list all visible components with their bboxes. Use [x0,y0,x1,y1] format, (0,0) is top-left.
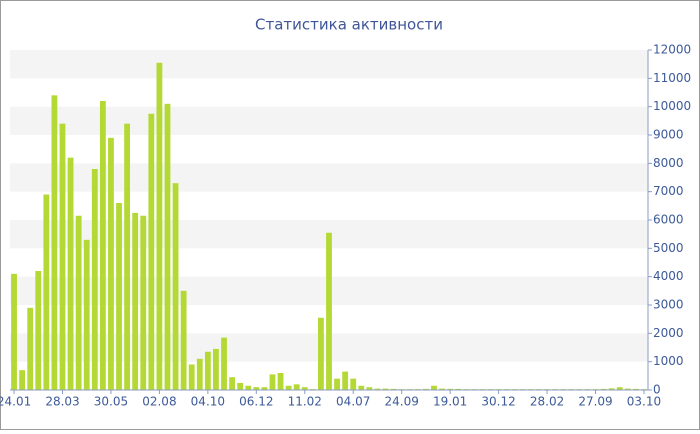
bar [301,387,308,390]
bar [350,378,357,390]
bar [342,371,349,390]
bar [277,373,284,390]
grid-band [10,106,648,135]
bar [59,123,66,391]
bar [124,123,131,391]
y-tick-label: 3000 [653,298,684,312]
y-tick-label: 12000 [653,43,691,57]
bar [19,370,26,390]
y-tick-label: 11000 [653,71,691,85]
bar [116,203,122,390]
x-tick-label: 11.02 [288,395,322,409]
bar [67,157,74,390]
x-tick-label: 28.02 [530,395,564,409]
bar [172,183,179,390]
bar [293,384,300,390]
bar [447,388,454,390]
bar [196,358,203,390]
x-tick-label: 03.10 [627,395,661,409]
bar [221,337,227,390]
bar [204,351,211,390]
bar [27,307,34,390]
y-tick-label: 4000 [653,269,684,283]
bar [455,388,462,390]
bar [156,62,163,390]
x-tick-label: 04.07 [336,395,370,409]
bar [11,273,17,390]
bar [213,348,219,390]
x-tick-label: 02.08 [142,395,176,409]
bar [91,169,98,390]
bar [358,385,365,390]
y-tick-label: 8000 [653,156,684,170]
x-tick-label: 28.03 [45,395,79,409]
bar [285,385,292,390]
bar [624,388,631,390]
bar [99,101,106,390]
y-tick-label: 1000 [653,354,684,368]
bar [334,378,340,390]
bar [253,387,260,390]
x-tick-label: 24.01 [0,395,31,409]
x-tick-label: 04.10 [191,395,225,409]
bar [245,385,252,390]
bar [439,388,445,390]
bar [108,137,114,390]
y-tick-label: 2000 [653,326,684,340]
x-tick-label: 06.12 [239,395,273,409]
bar [148,113,155,390]
y-tick-label: 5000 [653,241,684,255]
bar [35,271,42,390]
bar [608,388,615,390]
bar [600,388,607,390]
bar [261,387,268,390]
x-tick-label: 27.09 [578,395,612,409]
bar [616,387,623,390]
bar [188,364,195,390]
y-tick-label: 10000 [653,99,691,113]
bar [140,215,147,390]
bar [164,103,171,390]
x-tick-label: 30.05 [94,395,128,409]
bar [632,388,639,390]
bar [318,317,324,390]
bar [382,388,389,390]
x-tick-label: 30.12 [481,395,515,409]
grid-band [10,50,648,79]
bar [75,215,82,390]
bar [366,387,373,390]
bar [229,377,235,390]
x-tick-label: 24.09 [385,395,419,409]
bar [423,388,429,390]
x-tick-label: 19.01 [433,395,467,409]
y-tick-label: 6000 [653,213,684,227]
bar [180,290,187,390]
y-tick-label: 9000 [653,128,684,142]
bar [51,95,58,390]
y-tick-label: 0 [653,383,661,397]
bar [83,239,90,390]
chart-title: Статистика активности [255,16,443,34]
bar [374,388,381,390]
bar [269,374,276,390]
bar [390,388,397,390]
bar [132,212,139,390]
y-tick-label: 7000 [653,184,684,198]
bar [431,385,437,390]
bar [43,194,50,390]
grid-band [10,163,648,192]
bar [237,382,244,390]
bar [326,232,332,390]
